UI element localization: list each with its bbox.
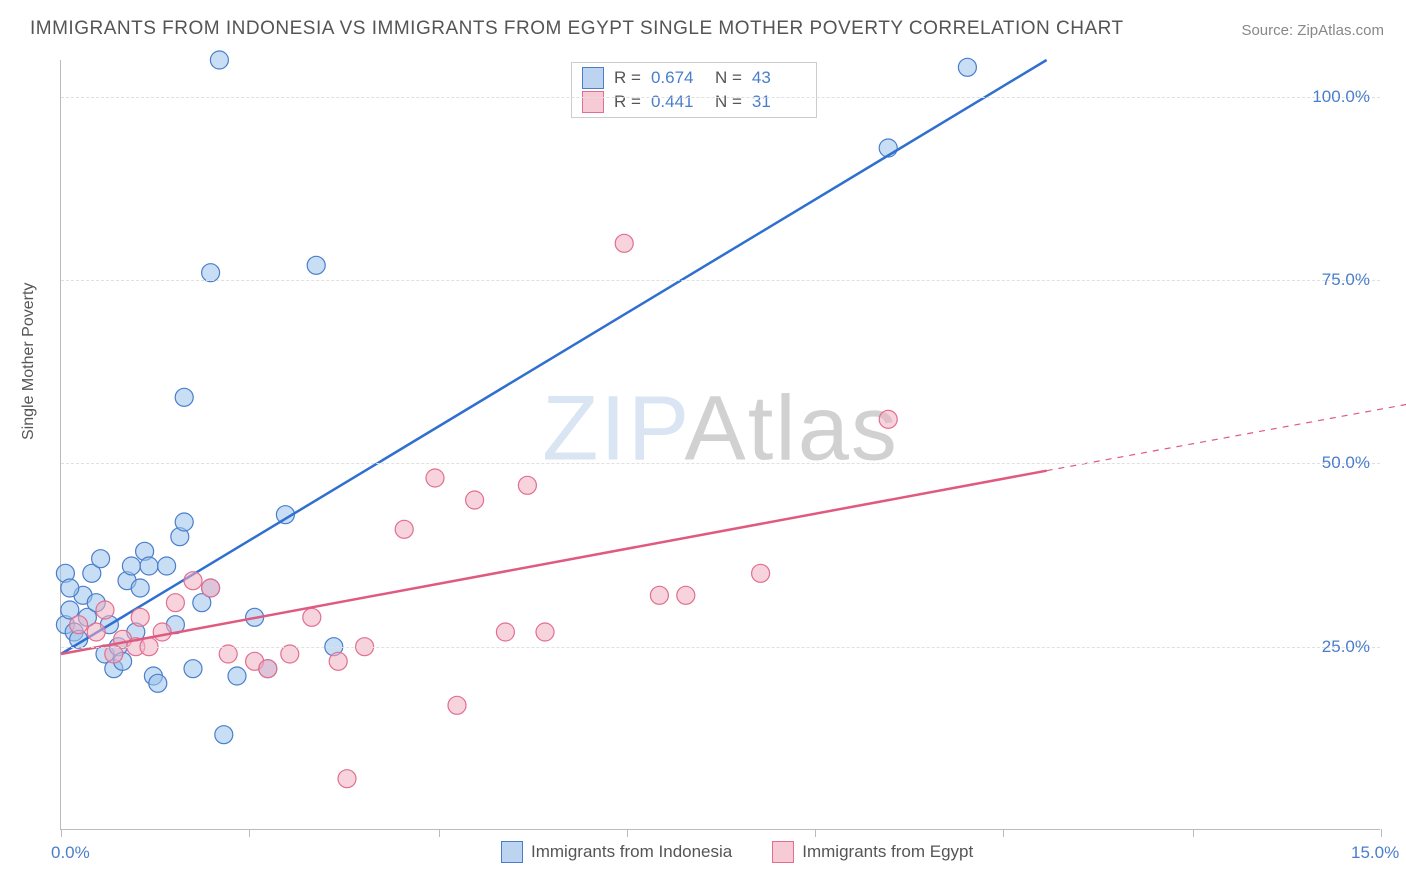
y-tick-label: 50.0% xyxy=(1322,453,1370,473)
legend-stats-row: R = 0.674 N = 43 xyxy=(582,67,806,89)
r-value: 0.441 xyxy=(651,92,705,112)
scatter-point-egypt xyxy=(329,652,347,670)
x-tick xyxy=(627,829,628,837)
scatter-point-egypt xyxy=(87,623,105,641)
scatter-point-egypt xyxy=(153,623,171,641)
scatter-point-indonesia xyxy=(184,660,202,678)
scatter-point-egypt xyxy=(131,608,149,626)
scatter-point-egypt xyxy=(879,410,897,428)
scatter-point-egypt xyxy=(303,608,321,626)
legend-swatch xyxy=(582,67,604,89)
scatter-point-egypt xyxy=(96,601,114,619)
scatter-point-egypt xyxy=(395,520,413,538)
scatter-point-egypt xyxy=(202,579,220,597)
gridline xyxy=(61,647,1380,648)
legend-series-label: Immigrants from Indonesia xyxy=(531,842,732,862)
x-tick xyxy=(1381,829,1382,837)
scatter-point-egypt xyxy=(677,586,695,604)
scatter-point-indonesia xyxy=(202,264,220,282)
trend-line-indonesia xyxy=(61,60,1047,654)
x-tick xyxy=(1193,829,1194,837)
n-label: N = xyxy=(715,68,742,88)
r-value: 0.674 xyxy=(651,68,705,88)
scatter-point-indonesia xyxy=(140,557,158,575)
scatter-point-egypt xyxy=(338,770,356,788)
scatter-point-egypt xyxy=(184,572,202,590)
r-label: R = xyxy=(614,92,641,112)
scatter-point-indonesia xyxy=(92,550,110,568)
legend-stats: R = 0.674 N = 43 R = 0.441 N = 31 xyxy=(571,62,817,118)
scatter-point-egypt xyxy=(281,645,299,663)
legend-swatch xyxy=(501,841,523,863)
scatter-point-egypt xyxy=(448,696,466,714)
scatter-point-egypt xyxy=(426,469,444,487)
legend-series-label: Immigrants from Egypt xyxy=(802,842,973,862)
x-tick xyxy=(61,829,62,837)
n-value: 43 xyxy=(752,68,806,88)
x-tick xyxy=(1003,829,1004,837)
legend-swatch xyxy=(582,91,604,113)
scatter-point-indonesia xyxy=(61,579,79,597)
scatter-point-egypt xyxy=(219,645,237,663)
scatter-point-egypt xyxy=(536,623,554,641)
scatter-point-indonesia xyxy=(228,667,246,685)
scatter-point-indonesia xyxy=(122,557,140,575)
x-tick xyxy=(439,829,440,837)
scatter-point-indonesia xyxy=(149,674,167,692)
scatter-point-egypt xyxy=(466,491,484,509)
scatter-point-egypt xyxy=(496,623,514,641)
x-tick xyxy=(815,829,816,837)
n-value: 31 xyxy=(752,92,806,112)
legend-series: Immigrants from Indonesia Immigrants from… xyxy=(501,841,973,863)
scatter-point-indonesia xyxy=(175,513,193,531)
x-tick xyxy=(249,829,250,837)
legend-swatch xyxy=(772,841,794,863)
gridline xyxy=(61,97,1380,98)
scatter-point-indonesia xyxy=(215,726,233,744)
trend-line-egypt xyxy=(61,471,1047,654)
y-tick-label: 75.0% xyxy=(1322,270,1370,290)
plot-area: ZIPAtlas R =0.674N =43R =0.441N =31 Immi… xyxy=(60,60,1380,830)
source-attribution: Source: ZipAtlas.com xyxy=(1241,22,1384,39)
scatter-point-indonesia xyxy=(307,256,325,274)
chart-title: IMMIGRANTS FROM INDONESIA VS IMMIGRANTS … xyxy=(30,18,1124,40)
legend-stats-row: R = 0.441 N = 31 xyxy=(582,91,806,113)
scatter-point-egypt xyxy=(650,586,668,604)
scatter-point-egypt xyxy=(259,660,277,678)
scatter-point-egypt xyxy=(615,234,633,252)
scatter-point-egypt xyxy=(518,476,536,494)
gridline xyxy=(61,463,1380,464)
r-label: R = xyxy=(614,68,641,88)
y-tick-label: 25.0% xyxy=(1322,637,1370,657)
scatter-point-egypt xyxy=(70,616,88,634)
scatter-point-indonesia xyxy=(210,51,228,69)
scatter-point-egypt xyxy=(752,564,770,582)
y-axis-label: Single Mother Poverty xyxy=(20,283,38,440)
x-axis-min-label: 0.0% xyxy=(51,843,90,863)
scatter-point-indonesia xyxy=(158,557,176,575)
scatter-point-indonesia xyxy=(131,579,149,597)
n-label: N = xyxy=(715,92,742,112)
x-axis-max-label: 15.0% xyxy=(1351,843,1399,863)
scatter-point-egypt xyxy=(166,594,184,612)
scatter-point-indonesia xyxy=(175,388,193,406)
legend-series-item: Immigrants from Indonesia xyxy=(501,841,732,863)
y-tick-label: 100.0% xyxy=(1312,87,1370,107)
legend-series-item: Immigrants from Egypt xyxy=(772,841,973,863)
gridline xyxy=(61,280,1380,281)
scatter-point-indonesia xyxy=(958,58,976,76)
chart-svg xyxy=(61,60,1380,829)
